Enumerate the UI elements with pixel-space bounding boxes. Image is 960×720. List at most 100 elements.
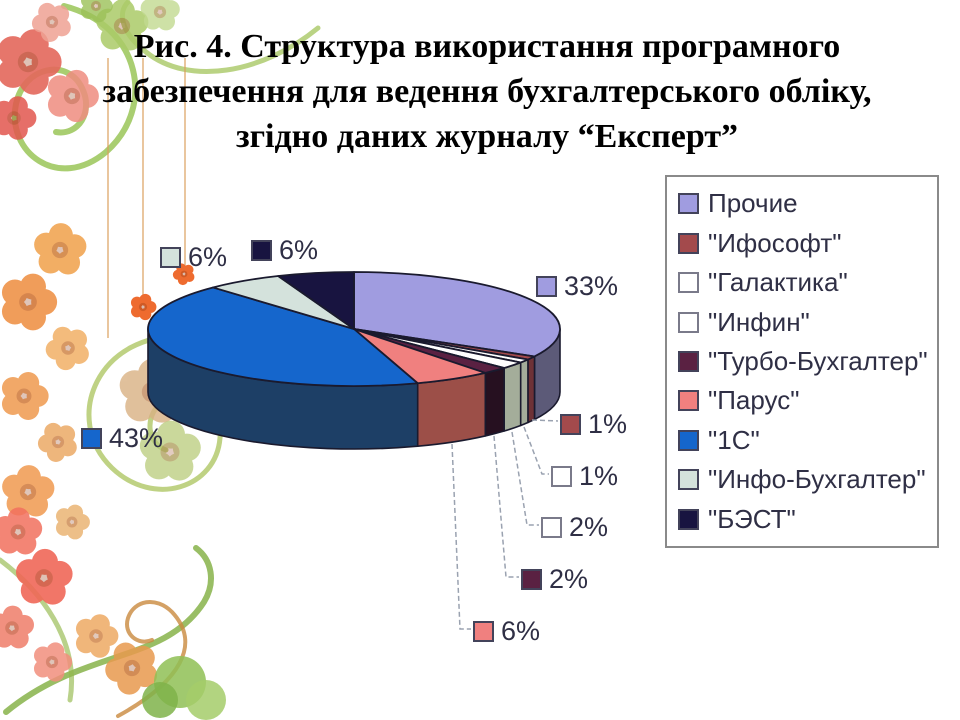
callout-percent: 2%: [549, 564, 589, 594]
callout-swatch: [541, 517, 562, 538]
pie-slice: [353, 328, 529, 364]
callout-swatch: [473, 621, 494, 642]
callout-swatch: [521, 569, 542, 590]
legend-item: "Инфин": [678, 307, 931, 338]
flower-ornament: [0, 96, 37, 140]
legend-swatch: [678, 429, 699, 451]
pie-slice-side: [527, 355, 536, 424]
flower-ornament: [0, 507, 43, 555]
pie-slice: [147, 286, 419, 387]
pie-slice-side: [519, 358, 529, 427]
pie-slice: [353, 328, 536, 361]
vine-swirl: [116, 600, 188, 718]
callout-label: 1%: [551, 461, 618, 492]
pie-slice: [353, 328, 522, 369]
legend-item: Прочие: [678, 188, 931, 219]
flower-ornament: [130, 293, 157, 321]
flower-ornament: [1, 273, 58, 331]
legend-swatch: [678, 508, 699, 530]
callout-label: 43%: [81, 423, 163, 454]
flower-ornament: [45, 326, 89, 371]
leaf-cluster: [154, 656, 206, 708]
legend-label: "1С": [708, 424, 760, 455]
flower-ornament: [15, 548, 73, 605]
legend-swatch: [678, 193, 699, 215]
legend-label: "БЭСТ": [708, 503, 796, 534]
leader-line: [451, 443, 471, 630]
flower-ornament: [34, 223, 87, 275]
callout-percent: 6%: [501, 616, 541, 646]
callout-label: 6%: [160, 242, 227, 273]
callout-percent: 1%: [579, 461, 619, 491]
callout-swatch: [551, 466, 572, 487]
legend-item: "Турбо-Бухгалтер": [678, 346, 931, 377]
vine-swirl: [3, 545, 214, 715]
slide-title: Рис. 4. Структура використання програмно…: [42, 24, 932, 159]
title-line-2: забезпечення для ведення бухгалтерського…: [102, 73, 872, 110]
pie-slice: [353, 328, 487, 385]
flower-ornament: [75, 614, 119, 658]
pie-slice-side: [533, 328, 561, 421]
callout-swatch: [251, 240, 272, 261]
legend-label: "Инфо-Бухгалтер": [708, 464, 926, 495]
callout-percent: 43%: [109, 423, 164, 453]
flower-ornament: [0, 605, 34, 649]
leader-line: [493, 435, 519, 578]
pie-slice-side: [484, 367, 505, 437]
flower-ornament: [37, 422, 77, 462]
legend: Прочие "Ифософт" "Галактика" "Инфин" "Турбо-…: [665, 175, 939, 548]
pie-slice-side: [147, 328, 419, 450]
flower-ornament: [33, 642, 73, 682]
pie-slice: [353, 328, 506, 374]
flower-ornament: [105, 642, 158, 695]
callout-label: 2%: [521, 564, 588, 595]
callout-percent: 6%: [188, 242, 228, 272]
pie-slice-side: [503, 361, 522, 432]
callout-label: 6%: [473, 616, 540, 647]
pie-slice: [212, 275, 355, 330]
legend-label: "Галактика": [708, 267, 848, 298]
title-line-3: згідно даних журналу “Експерт”: [235, 118, 739, 155]
legend-item: "БЭСТ": [678, 504, 931, 535]
pie-slice: [353, 271, 561, 358]
callout-label: 6%: [251, 235, 318, 266]
flower-ornament: [1, 372, 49, 420]
pie-slice: [277, 271, 355, 330]
leader-line: [531, 419, 559, 422]
leaf-cluster: [186, 680, 226, 720]
callout-percent: 33%: [564, 271, 619, 301]
legend-item: "Парус": [678, 385, 931, 416]
callout-swatch: [560, 414, 581, 435]
legend-label: "Парус": [708, 385, 800, 416]
leader-line: [511, 431, 539, 526]
legend-swatch: [678, 350, 699, 372]
vine-swirl: [0, 557, 74, 703]
leaf-cluster: [142, 682, 178, 718]
flower-ornament: [80, 0, 113, 23]
callout-label: 2%: [541, 512, 608, 543]
legend-swatch: [678, 390, 699, 412]
title-line-1: Рис. 4. Структура використання програмно…: [133, 28, 841, 65]
legend-item: "Галактика": [678, 267, 931, 298]
flower-ornament: [55, 504, 90, 540]
pie-slice-side: [416, 372, 487, 448]
legend-swatch: [678, 311, 699, 333]
callout-swatch: [160, 247, 181, 268]
legend-label: "Турбо-Бухгалтер": [708, 345, 928, 376]
legend-swatch: [678, 272, 699, 294]
legend-item: "1С": [678, 425, 931, 456]
legend-swatch: [678, 469, 699, 491]
leader-line: [523, 426, 549, 475]
flower-ornament: [119, 358, 185, 423]
legend-label: "Инфин": [708, 306, 810, 337]
callout-percent: 2%: [569, 512, 609, 542]
callout-label: 1%: [560, 409, 627, 440]
callout-label: 33%: [536, 271, 618, 302]
legend-label: Прочие: [708, 188, 798, 219]
callout-percent: 6%: [279, 235, 319, 265]
legend-item: "Инфо-Бухгалтер": [678, 464, 931, 495]
legend-swatch: [678, 232, 699, 254]
legend-item: "Ифософт": [678, 228, 931, 259]
callout-percent: 1%: [588, 409, 628, 439]
callout-swatch: [536, 276, 557, 297]
